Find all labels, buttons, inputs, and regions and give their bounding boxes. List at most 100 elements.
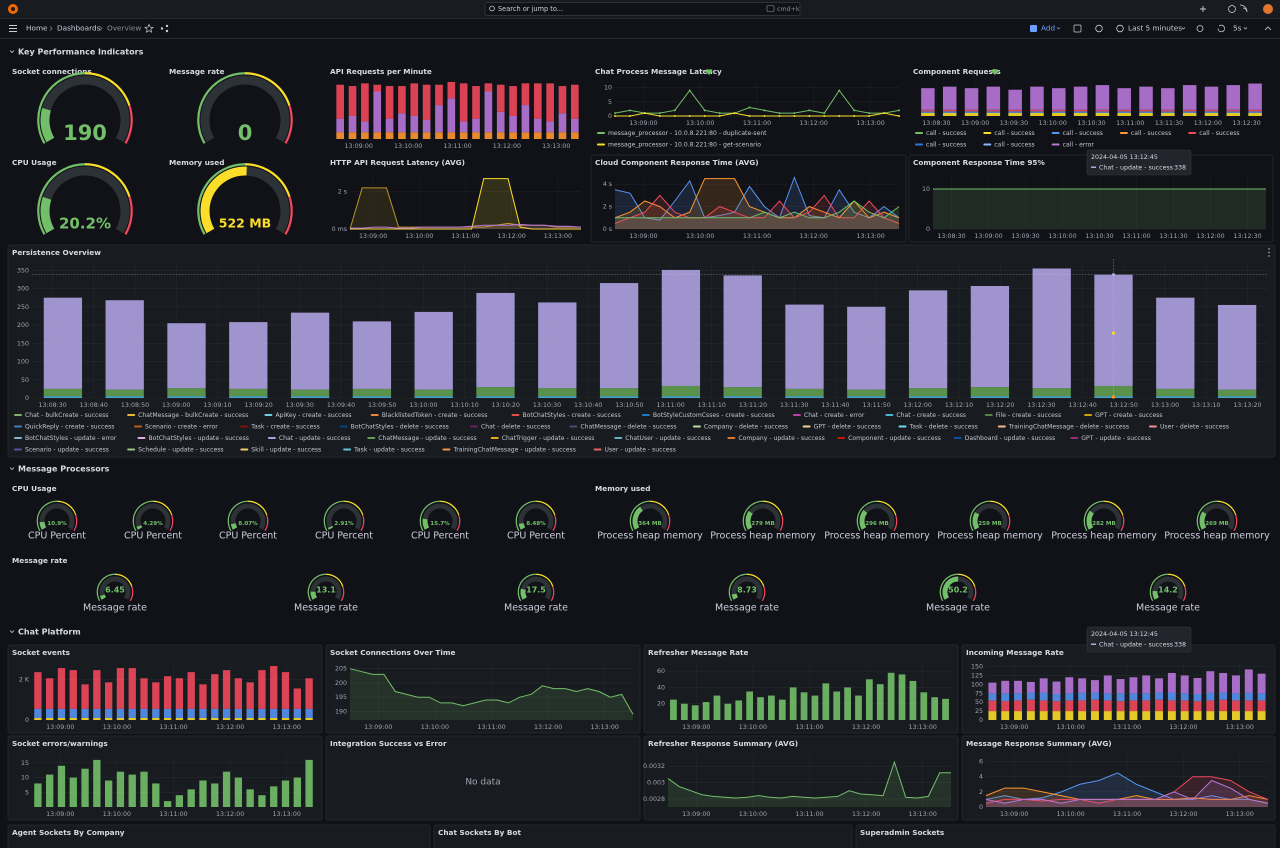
x-tick-label: 13:11:00 [477, 724, 505, 731]
legend-label[interactable]: BotChatStyles - create - success [522, 412, 620, 419]
legend-marker [1051, 132, 1060, 134]
legend-label[interactable]: message_processor - 10.0.8.221:80 - get-… [608, 142, 761, 149]
series-point [703, 115, 706, 117]
share-icon[interactable] [160, 24, 169, 33]
legend-label[interactable]: call - success [1199, 130, 1239, 137]
legend-label[interactable]: ChatMessage - delete - success [580, 424, 676, 431]
bar-segment [908, 396, 948, 398]
legend-label[interactable]: ApiKey - create - success [275, 412, 351, 419]
panel-title: Cloud Component Response Time (AVG) [595, 158, 759, 167]
legend-label[interactable]: call - success [926, 130, 966, 137]
bar-segment [942, 86, 957, 110]
legend-label[interactable]: Scenario - update - success [25, 447, 109, 454]
help-icon[interactable] [1228, 5, 1236, 13]
legend-label[interactable]: User - delete - success [1160, 424, 1229, 431]
legend-label[interactable]: GPT - delete - success [814, 424, 881, 431]
bar-segment [199, 780, 207, 807]
series-line [667, 760, 951, 799]
legend-label[interactable]: BotChatStyles - update - error [25, 435, 117, 442]
legend-label[interactable]: Chat - create - error [804, 412, 865, 419]
zoom-out-icon[interactable] [1196, 25, 1204, 32]
bar-segment [898, 674, 906, 720]
legend-label[interactable]: TrainingChatMessage - delete - success [1008, 424, 1129, 431]
row-chevron[interactable] [9, 630, 15, 634]
legend-label[interactable]: Chat - update - success [279, 435, 351, 442]
legend-label[interactable]: Scenario - create - error [145, 424, 218, 431]
star-icon[interactable] [144, 23, 154, 33]
x-tick-label: 13:13:00 [856, 120, 884, 127]
refresh-interval[interactable]: 5s [1233, 24, 1242, 33]
legend-label[interactable]: call - success [994, 130, 1034, 137]
time-range-picker[interactable]: Last 5 minutes [1128, 24, 1182, 33]
panel-menu-dot[interactable] [1268, 251, 1270, 254]
legend-label[interactable]: Task - create - success [250, 424, 319, 431]
collapse-icon[interactable] [1264, 26, 1272, 31]
legend-label[interactable]: Task - delete - success [909, 424, 978, 431]
settings-icon[interactable] [1095, 24, 1103, 33]
legend-label[interactable]: call - success [994, 142, 1034, 149]
legend-label[interactable]: ChatUser - update - success [625, 435, 711, 442]
legend-label[interactable]: message_processor - 10.0.8.221:80 - dupl… [608, 130, 767, 137]
y-tick-label: 0 [926, 226, 930, 233]
gauge-label: CPU Percent [28, 531, 86, 542]
user-avatar[interactable] [1263, 4, 1273, 14]
legend-label[interactable]: BotStyleCustomCsses - create - success [653, 412, 775, 419]
legend-label[interactable]: call - error [1063, 142, 1095, 149]
legend-label[interactable]: Schedule - update - success [138, 447, 223, 454]
add-button[interactable]: Add [1041, 24, 1055, 33]
bar-segment [533, 132, 542, 139]
legend-label[interactable]: Task - update - success [353, 447, 425, 454]
bar-segment [484, 83, 493, 92]
legend-label[interactable]: Chat - delete - success [481, 424, 550, 431]
news-icon[interactable] [1239, 4, 1248, 13]
bar-segment [599, 283, 639, 389]
row-chevron[interactable] [9, 50, 15, 54]
legend-label[interactable]: TrainingChatMessage - update - success [452, 447, 575, 454]
legend-label[interactable]: GPT - create - success [1095, 412, 1162, 419]
legend-label[interactable]: User - update - success [605, 447, 676, 454]
legend-label[interactable]: GPT - update - success [1081, 435, 1151, 442]
legend-label[interactable]: call - success [1063, 130, 1103, 137]
bar-segment [1052, 681, 1061, 694]
x-tick-label: 13:11:10 [698, 402, 726, 409]
menu-icon[interactable] [9, 25, 17, 32]
legend-label[interactable]: QuickReply - create - success [25, 424, 114, 431]
legend-label[interactable]: File - create - success [996, 412, 1062, 419]
legend-label[interactable]: ChatMessage - update - success [378, 435, 476, 442]
legend-label[interactable]: BotChatStyles - update - success [149, 435, 249, 442]
gauge-value: 8.48% [526, 521, 546, 527]
legend-label[interactable]: Company - delete - success [704, 424, 788, 431]
bar-segment [1052, 111, 1066, 113]
breadcrumb-dashboards[interactable]: Dashboards [57, 24, 101, 33]
legend-label[interactable]: Skill - update - success [251, 447, 321, 454]
legend-label[interactable]: BlacklistedToken - create - success [382, 412, 488, 419]
gauge-value: 259 MB [978, 521, 1001, 527]
legend-label[interactable]: Component - update - success [848, 435, 941, 442]
gauge-value: 13.1 [316, 586, 336, 595]
legend-label[interactable]: call - success [1131, 130, 1171, 137]
legend-label[interactable]: BotChatStyles - delete - success [351, 424, 449, 431]
legend-label[interactable]: ChatMessage - bulkCreate - success [138, 412, 248, 419]
row-title[interactable]: Key Performance Indicators [18, 48, 144, 57]
legend-label[interactable]: call - success [926, 142, 966, 149]
row-chevron[interactable] [9, 467, 15, 471]
gauge-value: 296 MB [865, 521, 888, 527]
legend-label[interactable]: Company - update - success [738, 435, 824, 442]
legend-label[interactable]: ChatTrigger - update - success [502, 435, 595, 442]
x-tick-label: 13:09:00 [1000, 724, 1028, 731]
gauge-threshold [939, 573, 959, 602]
new-icon[interactable] [1200, 6, 1206, 12]
row-title[interactable]: Message Processors [18, 465, 110, 474]
refresh-icon[interactable] [1217, 24, 1225, 33]
search-box[interactable] [484, 2, 801, 16]
panel-menu-dot[interactable] [1268, 255, 1270, 257]
panel-menu-dot[interactable] [1268, 248, 1270, 250]
bar-segment [1206, 671, 1215, 693]
breadcrumb-home[interactable]: Home [26, 24, 48, 33]
legend-label[interactable]: Chat - bulkCreate - success [25, 412, 108, 419]
save-icon[interactable] [1073, 24, 1082, 33]
bar-segment [670, 699, 677, 720]
legend-label[interactable]: Dashboard - update - success [965, 435, 1056, 442]
row-title[interactable]: Chat Platform [18, 628, 81, 637]
legend-label[interactable]: Chat - create - success [896, 412, 966, 419]
